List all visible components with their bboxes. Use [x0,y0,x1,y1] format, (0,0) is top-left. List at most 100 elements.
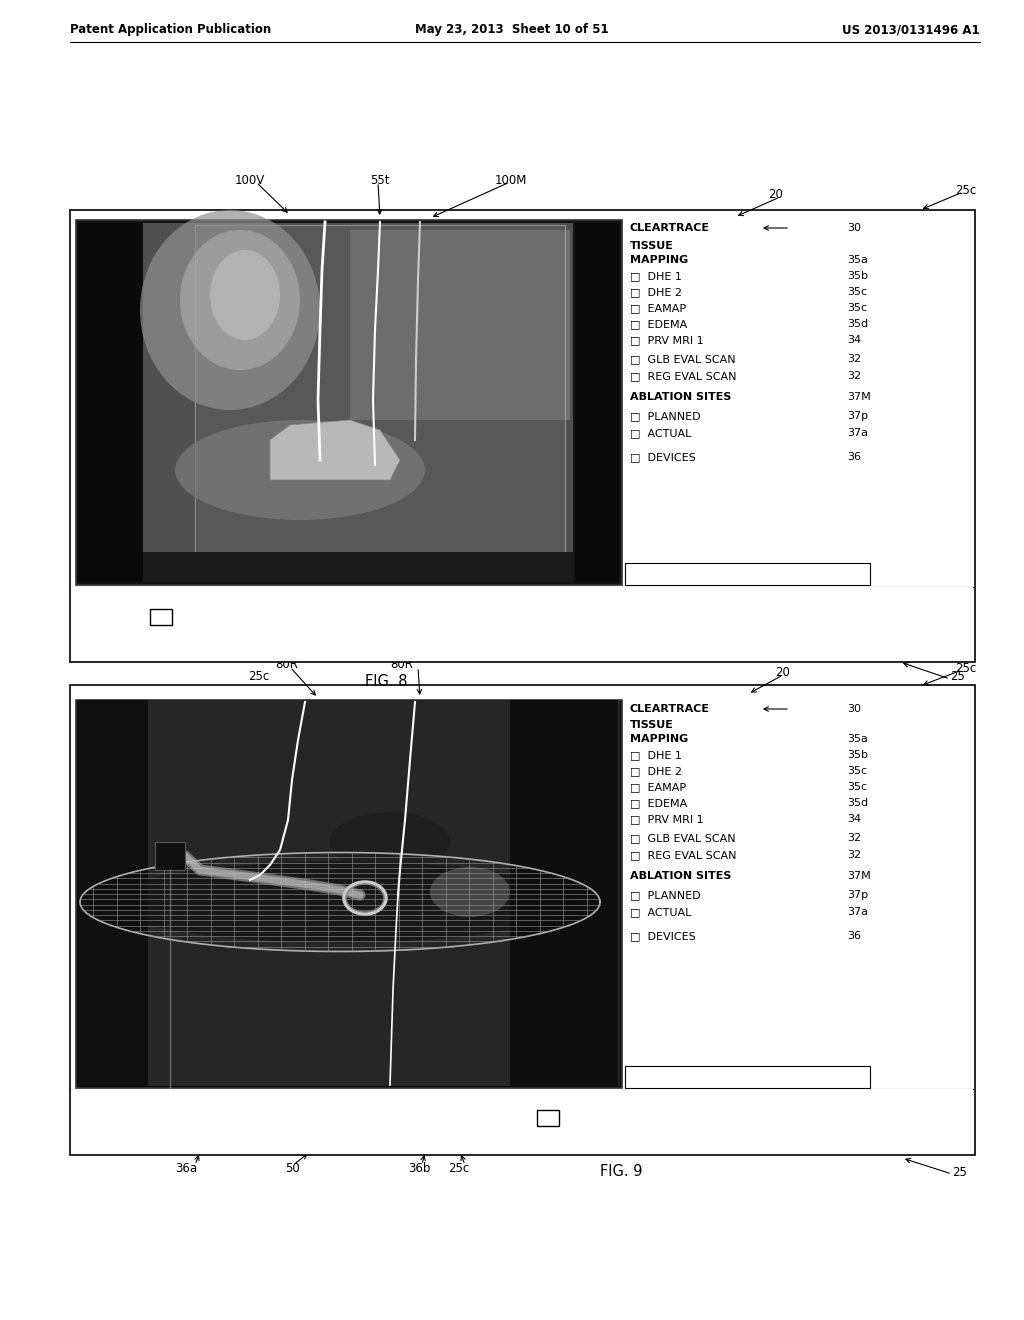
Text: NAVIGATION VIEW: NAVIGATION VIEW [690,1072,804,1082]
Text: TISSUE: TISSUE [630,719,674,730]
Text: □  REG EVAL SCAN: □ REG EVAL SCAN [630,371,736,381]
Text: 25c: 25c [248,671,269,684]
Text: 80R: 80R [390,657,413,671]
Text: □  PLANNED: □ PLANNED [630,890,700,900]
Text: 35c: 35c [847,781,867,792]
Text: 37a: 37a [847,428,868,438]
Bar [195,224,565,576]
Bar [143,552,573,582]
Text: 80R: 80R [275,657,298,671]
Bar [76,220,622,585]
Text: □  PRV MRI 1: □ PRV MRI 1 [630,814,703,824]
Text: 20: 20 [775,665,790,678]
Bar [78,223,143,582]
Bar [625,564,870,585]
Text: □  PLANNED: □ PLANNED [630,411,700,421]
Ellipse shape [106,862,574,942]
Text: 34: 34 [847,814,861,824]
Text: RTMRI: RTMRI [95,610,131,623]
Text: □  GLB EVAL SCAN: □ GLB EVAL SCAN [630,354,735,364]
Text: □  ACTUAL: □ ACTUAL [630,428,691,438]
Text: TCM: TCM [570,1111,595,1125]
Bar [155,842,185,870]
Polygon shape [270,420,400,480]
Text: 36: 36 [847,931,861,941]
Text: □  EAMAP: □ EAMAP [630,304,686,313]
Text: 35a: 35a [847,734,868,744]
Bar [575,223,618,582]
Text: 36b: 36b [408,1162,430,1175]
Text: 35d: 35d [847,319,868,329]
Ellipse shape [330,812,450,873]
Text: FIG. 8: FIG. 8 [365,675,408,689]
Text: □  DEVICES: □ DEVICES [630,451,695,462]
Text: 100V: 100V [234,173,265,186]
Text: MAPPING: MAPPING [630,255,688,265]
Text: □  EDEMA: □ EDEMA [630,319,687,329]
Text: RTMRI: RTMRI [95,1111,131,1125]
Text: 35b: 35b [847,271,868,281]
Text: 32: 32 [847,833,861,843]
Bar [78,700,620,1086]
Text: □  DEVICES: □ DEVICES [630,931,695,941]
Text: 30: 30 [847,704,861,714]
Text: CLEARTRACE: CLEARTRACE [630,223,710,234]
Bar [72,587,973,663]
Text: ABLATION SITES: ABLATION SITES [630,871,731,880]
Text: □  DHE 1: □ DHE 1 [630,271,682,281]
Bar [625,700,870,1088]
Text: 25: 25 [950,671,965,684]
Bar [150,609,172,624]
Bar [625,1067,870,1088]
Text: □  ACTUAL: □ ACTUAL [630,907,691,917]
Text: □  GLB EVAL SCAN: □ GLB EVAL SCAN [630,833,735,843]
Text: FIG. 9: FIG. 9 [600,1164,642,1180]
Text: 37p: 37p [847,890,868,900]
Text: □  DHE 2: □ DHE 2 [630,286,682,297]
Text: □  PRV MRI 1: □ PRV MRI 1 [630,335,703,345]
Text: 50: 50 [285,1162,300,1175]
Text: MAPPING: MAPPING [630,734,688,744]
Text: □  DHE 2: □ DHE 2 [630,766,682,776]
Text: □  EAMAP: □ EAMAP [630,781,686,792]
Text: TISSUE: TISSUE [630,242,674,251]
Text: 100M: 100M [495,173,527,186]
Text: 37a: 37a [847,907,868,917]
Text: 32: 32 [847,371,861,381]
Text: 25: 25 [952,1166,967,1179]
Text: May 23, 2013  Sheet 10 of 51: May 23, 2013 Sheet 10 of 51 [415,24,609,37]
Ellipse shape [210,249,280,341]
Text: 20: 20 [768,189,783,202]
Text: REVIEW PLAN AGAINST REAL-TIME MRI DATA: REVIEW PLAN AGAINST REAL-TIME MRI DATA [200,645,446,655]
Bar [537,1110,559,1126]
Ellipse shape [430,867,510,917]
Text: 35c: 35c [847,304,867,313]
Text: 35c: 35c [847,286,867,297]
Ellipse shape [175,420,425,520]
Bar [78,700,148,1086]
Bar [72,1089,973,1155]
Bar [350,230,570,420]
Text: 25c: 25c [955,183,976,197]
Text: 35a: 35a [847,255,868,265]
Bar [70,685,975,1155]
Text: NAVIGATION VIEW: NAVIGATION VIEW [690,569,804,579]
Ellipse shape [180,230,300,370]
Text: 37p: 37p [847,411,868,421]
Text: CLEARTRACE: CLEARTRACE [630,704,710,714]
Text: 30: 30 [847,223,861,234]
Text: 35d: 35d [847,799,868,808]
Bar [76,700,622,1088]
Text: 37M: 37M [847,871,870,880]
Text: 55t: 55t [370,173,389,186]
Text: 25c: 25c [955,661,976,675]
Text: TCM: TCM [577,610,602,623]
Text: 32: 32 [847,354,861,364]
Text: 37M: 37M [847,392,870,403]
Bar [510,700,618,1086]
Text: US 2013/0131496 A1: US 2013/0131496 A1 [843,24,980,37]
Text: 36: 36 [847,451,861,462]
Text: Patent Application Publication: Patent Application Publication [70,24,271,37]
Text: 35c: 35c [847,766,867,776]
Text: 36a: 36a [175,1162,198,1175]
